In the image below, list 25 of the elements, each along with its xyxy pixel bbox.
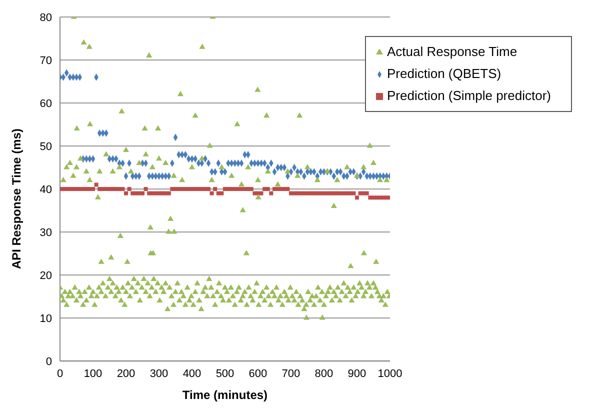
x-tick-label: 1000 bbox=[378, 368, 402, 380]
x-tick-label: 0 bbox=[56, 368, 64, 380]
y-tick-label: 50 bbox=[40, 140, 52, 153]
legend-label: Prediction (Simple predictor) bbox=[386, 88, 551, 103]
x-tick-label: 600 bbox=[248, 368, 268, 380]
x-axis-title: Time (minutes) bbox=[182, 388, 268, 402]
y-tick-label: 10 bbox=[40, 312, 52, 325]
x-tick-label: 300 bbox=[150, 368, 168, 380]
y-tick-label: 30 bbox=[40, 226, 52, 239]
x-tick-label: 500 bbox=[216, 368, 234, 380]
y-tick-label: 70 bbox=[40, 54, 52, 67]
legend-label: Prediction (QBETS) bbox=[386, 66, 502, 81]
x-tick-label: 100 bbox=[84, 368, 102, 380]
x-tick-label: 700 bbox=[282, 368, 300, 380]
x-tick-label: 400 bbox=[182, 368, 202, 380]
legend-label: Actual Response Time bbox=[386, 44, 518, 59]
x-tick-label: 800 bbox=[314, 368, 334, 380]
y-tick-label: 40 bbox=[40, 184, 52, 196]
y-axis-title: API Response Time (ms) bbox=[9, 128, 24, 269]
y-tick-label: 0 bbox=[46, 356, 52, 368]
y-tick-label: 80 bbox=[40, 12, 52, 24]
y-tick-label: 60 bbox=[40, 98, 52, 110]
y-tick-label: 20 bbox=[40, 270, 52, 282]
x-tick-label: 900 bbox=[348, 368, 366, 380]
x-tick-label: 200 bbox=[116, 368, 136, 380]
